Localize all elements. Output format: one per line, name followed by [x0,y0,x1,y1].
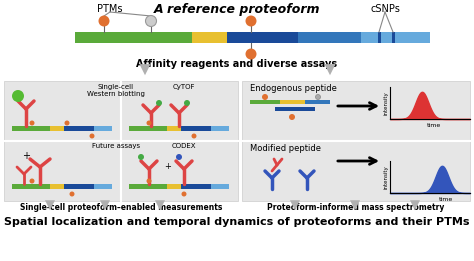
Circle shape [29,121,35,126]
Bar [94,184,112,189]
Circle shape [12,90,24,102]
Text: time: time [439,197,453,202]
Circle shape [246,49,256,60]
Bar [12,184,50,189]
Circle shape [138,154,144,160]
Bar [75,32,192,43]
Bar [167,184,181,189]
Text: Single-cell
Western blotting: Single-cell Western blotting [87,84,145,97]
Text: A reference proteoform: A reference proteoform [154,3,320,16]
Text: PTMs: PTMs [97,4,123,14]
Bar [378,32,381,43]
Bar [50,184,64,189]
Circle shape [146,15,156,27]
Circle shape [246,15,256,27]
Circle shape [176,154,182,160]
Bar [64,126,94,131]
Bar [275,107,315,111]
Bar [64,184,94,189]
Text: Future assays: Future assays [92,143,140,149]
Bar [392,32,395,43]
Circle shape [191,133,197,139]
Bar [250,100,330,104]
Circle shape [146,121,152,126]
Bar [50,126,64,131]
Circle shape [70,192,74,197]
Bar [361,32,430,43]
Text: Single-cell proteoform–enabled measurements: Single-cell proteoform–enabled measureme… [20,203,222,212]
Bar [211,184,229,189]
Bar [227,32,298,43]
Text: Proteoform-informed mass spectrometry: Proteoform-informed mass spectrometry [267,203,445,212]
Circle shape [146,179,152,183]
Text: CyTOF: CyTOF [173,84,195,90]
Bar [12,126,50,131]
Text: +: + [164,162,171,171]
Circle shape [64,121,70,126]
Bar [4,81,238,201]
Text: Modified peptide: Modified peptide [250,144,321,153]
Circle shape [99,15,109,27]
Circle shape [182,192,186,197]
Circle shape [289,114,295,120]
Bar [192,32,227,43]
Circle shape [316,94,320,99]
Bar [298,32,361,43]
Text: cSNPs: cSNPs [370,4,400,14]
Text: Endogenous peptide: Endogenous peptide [250,84,337,93]
Bar [129,184,167,189]
Circle shape [29,179,35,183]
Bar [94,126,112,131]
Text: CODEX: CODEX [172,143,196,149]
Bar [167,126,181,131]
Text: intensity: intensity [384,165,389,189]
Bar [305,100,330,104]
Text: time: time [427,123,441,128]
Circle shape [184,100,190,106]
Bar [242,81,470,201]
Circle shape [262,94,268,100]
Text: +: + [22,151,30,161]
Bar [181,184,211,189]
Bar [280,100,305,104]
Bar [129,126,167,131]
Text: Spatial localization and temporal dynamics of proteoforms and their PTMs: Spatial localization and temporal dynami… [4,217,470,227]
Text: intensity: intensity [384,91,389,115]
Bar [211,126,229,131]
Bar [181,126,211,131]
Circle shape [156,100,162,106]
Circle shape [90,133,94,139]
Text: Affinity reagents and diverse assays: Affinity reagents and diverse assays [137,59,337,69]
